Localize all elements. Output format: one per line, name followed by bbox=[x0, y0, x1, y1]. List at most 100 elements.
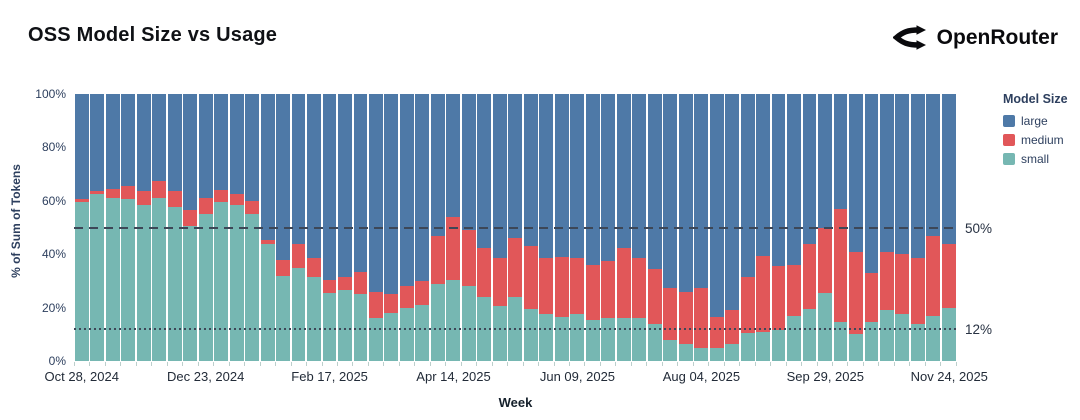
bar-segment-small[interactable] bbox=[570, 314, 585, 361]
bar-segment-large[interactable] bbox=[353, 94, 368, 272]
bar-segment-large[interactable] bbox=[554, 94, 569, 257]
bar-segment-medium[interactable] bbox=[879, 251, 894, 311]
bar-segment-large[interactable] bbox=[879, 94, 894, 252]
bar-segment-small[interactable] bbox=[941, 307, 956, 361]
bar-segment-medium[interactable] bbox=[276, 259, 290, 276]
bar-segment-medium[interactable] bbox=[369, 291, 383, 319]
bar-segment-small[interactable] bbox=[585, 319, 600, 361]
bar-segment-small[interactable] bbox=[678, 343, 693, 361]
bar-segment-large[interactable] bbox=[260, 94, 275, 240]
bar-segment-small[interactable] bbox=[338, 290, 352, 361]
bar-segment-small[interactable] bbox=[833, 322, 848, 361]
bar-segment-medium[interactable] bbox=[152, 180, 167, 199]
bar-segment-large[interactable] bbox=[121, 94, 136, 187]
bar-segment-large[interactable] bbox=[214, 94, 229, 191]
bar-segment-small[interactable] bbox=[121, 199, 136, 361]
bar-segment-small[interactable] bbox=[539, 314, 554, 361]
bar-segment-small[interactable] bbox=[910, 323, 925, 361]
bar-segment-medium[interactable] bbox=[523, 246, 538, 309]
bar-segment-large[interactable] bbox=[338, 94, 352, 277]
bar-segment-small[interactable] bbox=[245, 214, 260, 361]
bar-segment-large[interactable] bbox=[694, 94, 709, 288]
bar-segment-medium[interactable] bbox=[833, 208, 848, 323]
bar-segment-small[interactable] bbox=[214, 202, 229, 361]
bar-segment-medium[interactable] bbox=[864, 272, 879, 323]
bar-segment-medium[interactable] bbox=[926, 235, 941, 316]
bar-segment-medium[interactable] bbox=[570, 258, 585, 315]
bar-segment-large[interactable] bbox=[322, 94, 337, 280]
bar-segment-large[interactable] bbox=[709, 94, 724, 317]
bar-segment-medium[interactable] bbox=[291, 243, 306, 268]
bar-segment-small[interactable] bbox=[740, 332, 755, 361]
bar-segment-small[interactable] bbox=[136, 204, 151, 361]
bar-segment-large[interactable] bbox=[369, 94, 383, 292]
bar-segment-large[interactable] bbox=[910, 94, 925, 259]
bar-segment-small[interactable] bbox=[461, 286, 476, 361]
bar-segment-small[interactable] bbox=[415, 304, 430, 361]
bar-segment-large[interactable] bbox=[136, 94, 151, 192]
bar-segment-small[interactable] bbox=[879, 310, 894, 361]
bar-segment-medium[interactable] bbox=[136, 191, 151, 205]
bar-segment-large[interactable] bbox=[647, 94, 662, 269]
bar-segment-small[interactable] bbox=[554, 316, 569, 361]
bar-segment-medium[interactable] bbox=[910, 258, 925, 324]
bar-segment-medium[interactable] bbox=[477, 247, 492, 297]
bar-segment-large[interactable] bbox=[198, 94, 213, 199]
bar-segment-large[interactable] bbox=[430, 94, 445, 236]
bar-segment-small[interactable] bbox=[818, 292, 832, 361]
bar-segment-medium[interactable] bbox=[430, 235, 445, 284]
bar-segment-small[interactable] bbox=[523, 308, 538, 361]
bar-segment-large[interactable] bbox=[307, 94, 321, 259]
bar-segment-medium[interactable] bbox=[601, 260, 616, 319]
bar-segment-medium[interactable] bbox=[740, 276, 755, 333]
bar-segment-large[interactable] bbox=[152, 94, 167, 181]
bar-segment-small[interactable] bbox=[260, 243, 275, 361]
bar-segment-large[interactable] bbox=[725, 94, 740, 311]
bar-segment-medium[interactable] bbox=[415, 280, 430, 305]
bar-segment-medium[interactable] bbox=[725, 310, 740, 344]
bar-segment-small[interactable] bbox=[229, 204, 244, 361]
bar-segment-large[interactable] bbox=[833, 94, 848, 209]
bar-segment-small[interactable] bbox=[895, 314, 910, 361]
bar-segment-medium[interactable] bbox=[446, 216, 461, 280]
bar-segment-small[interactable] bbox=[601, 318, 616, 361]
bar-segment-large[interactable] bbox=[570, 94, 585, 259]
bar-segment-large[interactable] bbox=[601, 94, 616, 261]
bar-segment-medium[interactable] bbox=[214, 190, 229, 203]
bar-segment-medium[interactable] bbox=[585, 264, 600, 320]
bar-segment-medium[interactable] bbox=[771, 266, 786, 331]
bar-segment-medium[interactable] bbox=[632, 258, 647, 319]
bar-segment-medium[interactable] bbox=[802, 243, 817, 309]
bar-segment-small[interactable] bbox=[725, 343, 740, 361]
bar-segment-small[interactable] bbox=[322, 292, 337, 361]
bar-segment-large[interactable] bbox=[399, 94, 414, 287]
bar-segment-large[interactable] bbox=[585, 94, 600, 265]
bar-segment-medium[interactable] bbox=[694, 287, 709, 348]
bar-segment-large[interactable] bbox=[384, 94, 399, 295]
bar-segment-medium[interactable] bbox=[756, 255, 770, 332]
bar-segment-small[interactable] bbox=[926, 315, 941, 361]
bar-segment-large[interactable] bbox=[771, 94, 786, 267]
bar-segment-small[interactable] bbox=[787, 315, 801, 361]
bar-segment-large[interactable] bbox=[864, 94, 879, 273]
bar-segment-medium[interactable] bbox=[461, 230, 476, 287]
bar-segment-large[interactable] bbox=[446, 94, 461, 217]
bar-segment-medium[interactable] bbox=[895, 254, 910, 315]
bar-segment-small[interactable] bbox=[492, 306, 507, 361]
bar-segment-large[interactable] bbox=[678, 94, 693, 292]
bar-segment-small[interactable] bbox=[307, 276, 321, 361]
bar-segment-medium[interactable] bbox=[229, 194, 244, 205]
bar-segment-small[interactable] bbox=[291, 267, 306, 361]
bar-segment-medium[interactable] bbox=[647, 268, 662, 324]
bar-segment-small[interactable] bbox=[167, 207, 182, 361]
bar-segment-small[interactable] bbox=[709, 347, 724, 361]
bar-segment-large[interactable] bbox=[663, 94, 678, 288]
bar-segment-small[interactable] bbox=[430, 283, 445, 361]
bar-segment-small[interactable] bbox=[802, 308, 817, 361]
bar-segment-large[interactable] bbox=[508, 94, 523, 239]
bar-segment-medium[interactable] bbox=[183, 210, 198, 227]
bar-segment-small[interactable] bbox=[694, 347, 709, 361]
bar-segment-large[interactable] bbox=[183, 94, 198, 211]
openrouter-logo[interactable]: OpenRouter bbox=[892, 24, 1058, 51]
bar-segment-medium[interactable] bbox=[663, 287, 678, 340]
